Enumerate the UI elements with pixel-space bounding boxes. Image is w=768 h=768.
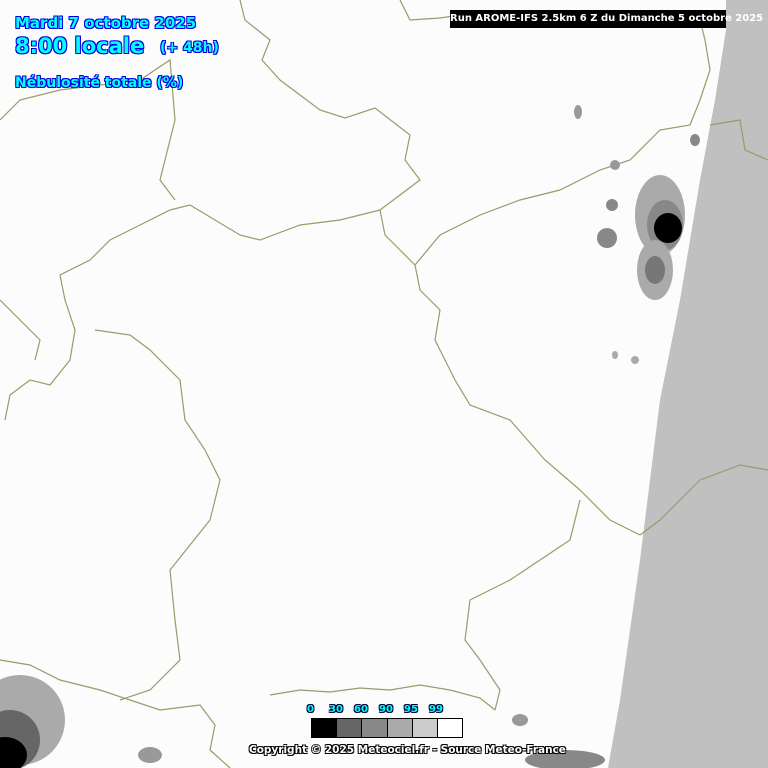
copyright: Copyright © 2025 Meteociel.fr - Source M… (249, 744, 566, 756)
parameter-title: Nébulosité totale (%) (15, 75, 184, 91)
run-label: Run AROME-IFS 2.5km 6 Z du Dimanche 5 oc… (450, 10, 763, 28)
legend-swatch (337, 719, 363, 737)
forecast-hour: 8:00 locale (15, 34, 145, 58)
legend-tick: 90 (379, 704, 393, 715)
legend-tick: 30 (329, 704, 343, 715)
legend-tick: 95 (404, 704, 418, 715)
lead-time: (+ 48h) (160, 40, 219, 56)
legend-tick: 60 (354, 704, 368, 715)
cloud-areas (0, 105, 700, 768)
forecast-date: Mardi 7 octobre 2025 (15, 14, 197, 32)
color-legend: 0 30 60 90 95 99 (307, 704, 471, 738)
legend-swatch (312, 719, 338, 737)
legend-swatch (387, 719, 413, 737)
legend-swatch (437, 719, 463, 737)
out-of-domain-area (608, 0, 768, 768)
legend-tick: 99 (429, 704, 443, 715)
legend-swatch (412, 719, 438, 737)
legend-tick: 0 (307, 704, 314, 715)
legend-swatch (362, 719, 388, 737)
